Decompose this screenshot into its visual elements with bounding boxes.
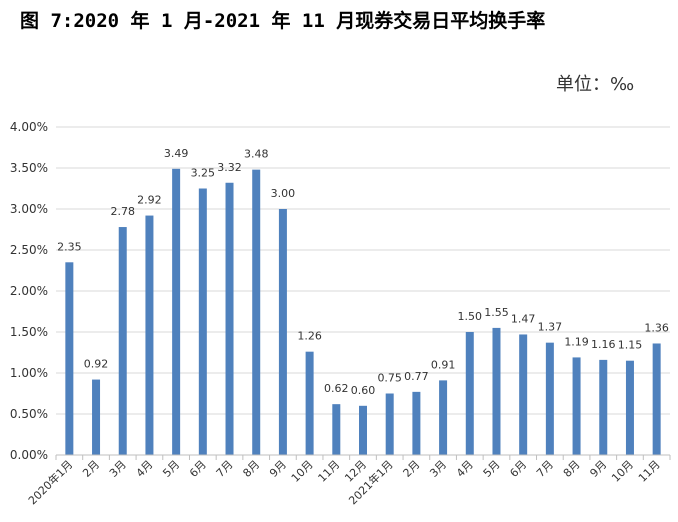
data-label: 0.60 [351, 384, 376, 397]
y-tick-label: 2.50% [10, 243, 48, 257]
x-tick-label: 11月 [316, 458, 343, 485]
bar [92, 379, 101, 455]
data-label: 1.50 [458, 310, 483, 323]
bar [465, 332, 474, 455]
y-tick-label: 0.00% [10, 448, 48, 462]
x-tick-label: 8月 [561, 458, 583, 480]
bar [519, 334, 528, 455]
bar [652, 343, 661, 455]
bar [145, 215, 154, 455]
data-label: 2.35 [57, 240, 82, 253]
bar [332, 404, 341, 455]
bar [385, 393, 394, 455]
data-label: 0.77 [404, 370, 429, 383]
bar [625, 360, 634, 455]
y-tick-label: 3.00% [10, 202, 48, 216]
data-label: 1.55 [484, 306, 509, 319]
x-tick-label: 4月 [454, 458, 476, 480]
bar [599, 359, 608, 455]
data-label: 2.78 [110, 205, 135, 218]
data-label: 0.91 [431, 358, 456, 371]
data-label: 3.48 [244, 148, 269, 161]
bar [278, 209, 287, 455]
data-label: 2.92 [137, 194, 162, 207]
x-tick-label: 9月 [267, 458, 289, 480]
x-tick-label: 9月 [587, 458, 609, 480]
data-label: 1.19 [564, 335, 589, 348]
unit-label: 单位：‰ [556, 74, 635, 95]
y-tick-label: 1.50% [10, 325, 48, 339]
x-tick-label: 4月 [134, 458, 156, 480]
bar [252, 169, 261, 455]
x-tick-label: 2月 [80, 458, 102, 480]
bar [65, 262, 74, 455]
data-label: 3.25 [191, 167, 216, 180]
bar [305, 351, 314, 455]
y-axis: 0.00% 0.50% 1.00% 1.50% 2.00% 2.50% 3.00% 3.50%… [10, 120, 48, 462]
x-tick-label: 2月 [401, 458, 423, 480]
x-tick-label: 5月 [481, 458, 503, 480]
y-tick-label: 4.00% [10, 120, 48, 134]
data-label: 1.47 [511, 312, 536, 325]
data-labels: 2.35 0.92 2.782.92 3.493.25 3.323.48 3.00 1.26… [57, 147, 669, 397]
data-label: 1.16 [591, 338, 616, 351]
x-tick-label: 8月 [240, 458, 262, 480]
bars [65, 168, 661, 455]
data-label: 0.75 [377, 372, 402, 385]
data-label: 0.62 [324, 382, 349, 395]
x-tick-label: 7月 [534, 458, 556, 480]
x-tick-label: 6月 [507, 458, 529, 480]
bar [225, 182, 234, 455]
x-tick-label: 5月 [160, 458, 182, 480]
x-tick-label: 3月 [107, 458, 129, 480]
bar [439, 380, 448, 455]
x-tick-label: 7月 [214, 458, 236, 480]
x-tick-label: 3月 [427, 458, 449, 480]
y-tick-label: 3.50% [10, 161, 48, 175]
x-tick-label: 2020年1月 [25, 457, 75, 507]
x-tick-label: 11月 [636, 458, 663, 485]
bar [572, 357, 581, 455]
y-tick-label: 0.50% [10, 407, 48, 421]
data-label: 1.15 [618, 339, 643, 352]
data-label: 1.36 [644, 321, 669, 334]
bar [359, 405, 367, 455]
bar [172, 168, 181, 455]
bar [492, 327, 501, 455]
data-label: 3.00 [271, 187, 296, 200]
x-tick-label: 10月 [609, 458, 636, 485]
y-tick-label: 2.00% [10, 284, 48, 298]
bar [118, 227, 127, 455]
gridlines [56, 126, 670, 415]
data-label: 3.49 [164, 147, 189, 160]
x-tick-label: 10月 [289, 458, 316, 485]
data-label: 1.37 [538, 321, 563, 334]
chart-title: 图 7:2020 年 1 月-2021 年 11 月现券交易日平均换手率 [20, 10, 546, 32]
data-label: 1.26 [297, 330, 322, 343]
data-label: 0.92 [84, 358, 109, 371]
data-label: 3.32 [217, 161, 242, 174]
bar [198, 188, 207, 455]
bar [412, 391, 421, 455]
y-tick-label: 1.00% [10, 366, 48, 380]
x-tick-label: 6月 [187, 458, 209, 480]
bar [545, 342, 554, 455]
